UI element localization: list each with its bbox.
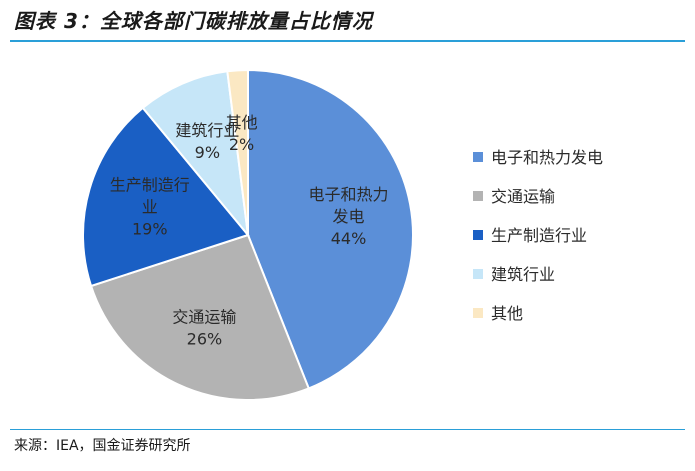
pie-slice-0 — [247, 68, 414, 390]
legend-label-2: 生产制造行业 — [491, 226, 587, 245]
slice-label-2: 生产制造行业 19% — [110, 175, 190, 238]
legend-label-0: 电子和热力发电 — [491, 148, 603, 167]
pie-slice-2 — [82, 106, 250, 288]
pie-slice-3 — [141, 70, 250, 239]
slice-label-4: 其他 2% — [226, 113, 258, 154]
legend-swatch-4 — [473, 308, 483, 318]
legend-swatch-1 — [473, 191, 483, 201]
source-note: 来源：IEA，国金证券研究所 — [14, 438, 191, 454]
chart-title: 图表 3：全球各部门碳排放量占比情况 — [14, 9, 373, 33]
legend-label-1: 交通运输 — [491, 187, 555, 206]
legend-label-3: 建筑行业 — [491, 265, 555, 284]
source-divider — [10, 429, 685, 430]
slice-label-1: 交通运输 26% — [172, 308, 236, 349]
title-divider — [10, 40, 685, 42]
pie-slice-4 — [226, 68, 249, 236]
slice-label-3: 建筑行业 9% — [175, 121, 239, 162]
legend-swatch-2 — [473, 230, 483, 240]
legend-swatch-0 — [473, 152, 483, 162]
pie-slice-1 — [89, 233, 311, 401]
slice-label-0: 电子和热力发电 44% — [308, 185, 388, 248]
slice-labels: 电子和热力发电 44% 交通运输 26% 生产制造行业 19% 建筑行业 9%其他 2% — [110, 113, 389, 349]
pie-slices — [82, 68, 414, 401]
legend-swatch-3 — [473, 269, 483, 279]
legend-label-4: 其他 — [491, 304, 523, 323]
